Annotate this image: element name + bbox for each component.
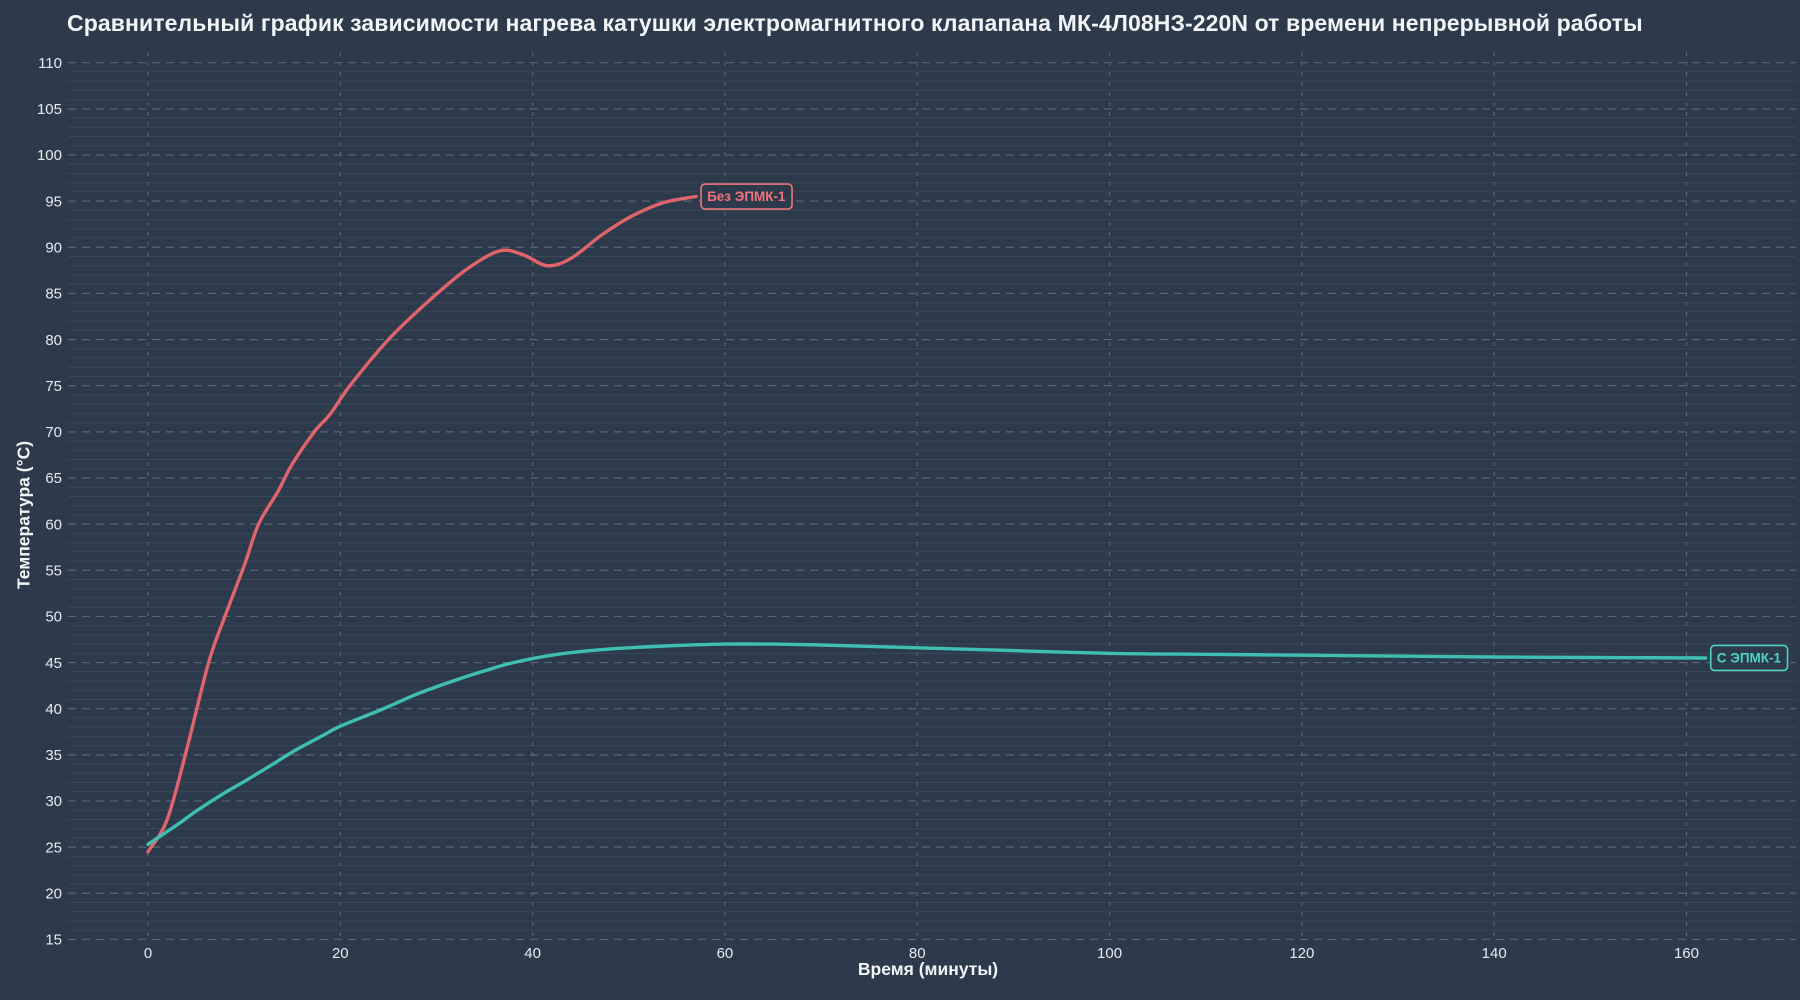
- y-tick-label: 100: [37, 147, 62, 164]
- y-tick-label: 55: [45, 562, 62, 579]
- y-tick-label: 20: [45, 885, 62, 902]
- x-tick-label: 60: [717, 945, 734, 962]
- minor-gridlines: [68, 71, 1796, 931]
- series-line-0: [146, 194, 698, 854]
- series-end-label-0: Без ЭПМК-1: [700, 183, 793, 210]
- y-tick-label: 30: [45, 793, 62, 810]
- x-tick-label: 40: [524, 945, 541, 962]
- x-tick-label: 80: [909, 945, 926, 962]
- series-label-text: Без ЭПМК-1: [707, 189, 786, 204]
- y-tick-label: 40: [45, 701, 62, 718]
- y-tick-label: 45: [45, 655, 62, 672]
- x-tick-label: 20: [332, 945, 349, 962]
- y-tick-labels: 15 20 25 30 35 40 45 50 55 60 65 70 75 80 85 90 95 100 105…: [37, 55, 62, 949]
- series-label-text: С ЭПМК-1: [1717, 651, 1782, 666]
- x-tick-label: 0: [144, 945, 152, 962]
- y-tick-label: 110: [38, 55, 62, 72]
- chart-title: Сравнительный график зависимости нагрева…: [67, 10, 1643, 36]
- y-tick-label: 90: [45, 239, 62, 256]
- series-end-label-1: С ЭПМК-1: [1709, 644, 1789, 672]
- major-gridlines: [68, 62, 1796, 941]
- y-tick-label: 60: [45, 516, 62, 533]
- x-tick-label: 120: [1289, 945, 1314, 962]
- x-tick-labels: 0 20 40 60 80 100 120 140 160: [144, 945, 1699, 962]
- y-tick-label: 95: [45, 193, 62, 210]
- y-tick-label: 75: [45, 378, 62, 395]
- y-tick-label: 35: [45, 747, 62, 764]
- series-label-box: [1709, 644, 1789, 672]
- series-label-box: [700, 183, 793, 210]
- y-tick-label: 50: [45, 609, 62, 626]
- x-gridlines: [147, 52, 1688, 940]
- y-tick-label: 65: [45, 470, 62, 487]
- x-tick-label: 140: [1482, 945, 1507, 962]
- x-axis-title: Время (минуты): [857, 959, 999, 979]
- y-tick-label: 105: [37, 101, 62, 118]
- y-tick-label: 25: [45, 839, 62, 856]
- y-tick-label: 85: [45, 286, 62, 303]
- y-tick-label: 15: [45, 932, 62, 949]
- x-tick-label: 100: [1097, 945, 1122, 962]
- series-line-1: [146, 642, 1708, 847]
- x-tick-label: 160: [1674, 945, 1699, 962]
- y-tick-label: 80: [45, 332, 62, 349]
- y-tick-label: 70: [45, 424, 62, 441]
